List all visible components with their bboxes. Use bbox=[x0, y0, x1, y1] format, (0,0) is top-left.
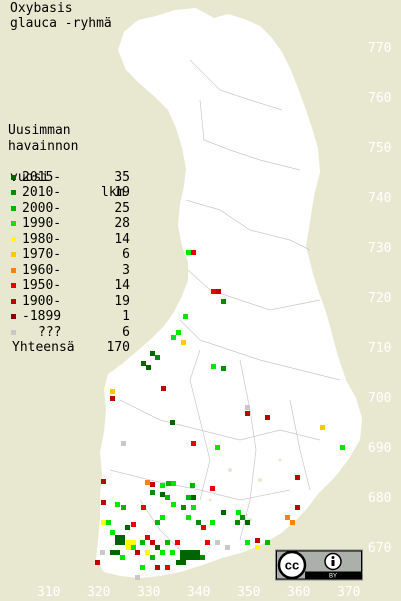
legend-row-label: 2015- bbox=[22, 169, 62, 185]
legend-swatch bbox=[11, 174, 16, 180]
legend-total-label: Yhteensä bbox=[12, 340, 75, 355]
legend-row-label: 1900- bbox=[22, 293, 62, 309]
legend-swatch bbox=[11, 314, 16, 319]
cc-by-license-badge: cc BY bbox=[275, 549, 363, 581]
legend-header-year: vuosi bbox=[10, 169, 50, 185]
legend-row-label: 1970- bbox=[22, 247, 62, 262]
cc-by-text: BY bbox=[329, 574, 337, 580]
x-tick-label: 350 bbox=[237, 585, 261, 600]
legend: Uusimman havainnon vuosi lkm 2015- 35 2010… bbox=[8, 123, 130, 356]
x-tick-label: 340 bbox=[187, 585, 211, 600]
legend-row: 2015- 35 bbox=[8, 169, 130, 186]
legend-row: ??? 6 bbox=[8, 324, 130, 341]
legend-header-columns: vuosi lkm bbox=[8, 154, 124, 201]
x-tick-label: 370 bbox=[337, 585, 361, 600]
y-tick-label: 730 bbox=[368, 241, 392, 256]
legend-row-count: 19 bbox=[114, 185, 130, 200]
legend-row: 1950- 14 bbox=[8, 278, 130, 294]
legend-total-row: Yhteensä 170 bbox=[8, 340, 130, 356]
legend-row-label: 2010- bbox=[22, 185, 62, 200]
legend-row-count: 6 bbox=[122, 247, 130, 262]
legend-header-count: lkm bbox=[101, 185, 125, 200]
y-tick-label: 670 bbox=[368, 541, 392, 556]
legend-row-count: 35 bbox=[114, 169, 130, 185]
legend-row: 2000- 25 bbox=[8, 200, 130, 217]
legend-row-count: 19 bbox=[114, 293, 130, 309]
legend-header-line1: Uusimman bbox=[8, 123, 71, 138]
y-tick-label: 760 bbox=[368, 91, 392, 106]
legend-row: 1960- 3 bbox=[8, 262, 130, 279]
legend-row-label: ??? bbox=[38, 324, 62, 340]
y-tick-label: 740 bbox=[368, 191, 392, 206]
legend-swatch bbox=[11, 283, 16, 288]
cc-badge-text: cc bbox=[285, 558, 299, 573]
legend-swatch bbox=[11, 236, 16, 242]
legend-swatch bbox=[11, 205, 16, 211]
y-tick-label: 750 bbox=[368, 141, 392, 156]
legend-row-label: -1899 bbox=[22, 309, 62, 324]
y-tick-label: 700 bbox=[368, 391, 392, 406]
legend-swatch bbox=[11, 190, 16, 195]
map-title-line2: glauca -ryhmä bbox=[10, 16, 112, 31]
legend-row: 1900- 19 bbox=[8, 293, 130, 310]
occurrence-squares bbox=[95, 250, 345, 580]
legend-row-label: 1960- bbox=[22, 262, 62, 278]
legend-row-count: 1 bbox=[122, 309, 130, 324]
legend-swatch bbox=[11, 329, 16, 335]
legend-row-label: 1950- bbox=[22, 278, 62, 293]
y-tick-label: 710 bbox=[368, 341, 392, 356]
x-tick-label: 360 bbox=[287, 585, 311, 600]
y-tick-label: 720 bbox=[368, 291, 392, 306]
legend-row: -1899 1 bbox=[8, 309, 130, 325]
region-borders bbox=[109, 59, 341, 551]
x-tick-label: 320 bbox=[87, 585, 111, 600]
legend-total-count: 170 bbox=[106, 340, 130, 355]
legend-row: 2010- 19 bbox=[8, 185, 130, 201]
legend-row-count: 14 bbox=[114, 278, 130, 293]
finland-land bbox=[96, 8, 362, 578]
x-tick-label: 330 bbox=[137, 585, 161, 600]
y-tick-label: 680 bbox=[368, 491, 392, 506]
legend-row: 1970- 6 bbox=[8, 247, 130, 263]
legend-row-count: 6 bbox=[122, 324, 130, 340]
legend-row: 1990- 28 bbox=[8, 216, 130, 232]
legend-row-label: 1990- bbox=[22, 216, 62, 231]
legend-rows: 2015- 35 2010- 19 2000- 25 1990- 28 1980- 14 1970-… bbox=[8, 169, 130, 341]
map-title-line1: Oxybasis bbox=[10, 1, 73, 16]
legend-row-count: 25 bbox=[114, 200, 130, 216]
x-tick-label: 310 bbox=[37, 585, 61, 600]
legend-swatch bbox=[11, 221, 16, 226]
legend-swatch bbox=[11, 298, 16, 304]
legend-row-count: 3 bbox=[122, 262, 130, 278]
legend-swatch bbox=[11, 252, 16, 257]
legend-header-line2: havainnon bbox=[8, 138, 79, 154]
legend-swatch bbox=[11, 267, 16, 273]
y-tick-label: 770 bbox=[368, 41, 392, 56]
legend-row-count: 14 bbox=[114, 231, 130, 247]
y-tick-label: 690 bbox=[368, 441, 392, 456]
legend-row-count: 28 bbox=[114, 216, 130, 231]
legend-row-label: 1980- bbox=[22, 231, 62, 247]
legend-row: 1980- 14 bbox=[8, 231, 130, 248]
legend-row-label: 2000- bbox=[22, 200, 62, 216]
